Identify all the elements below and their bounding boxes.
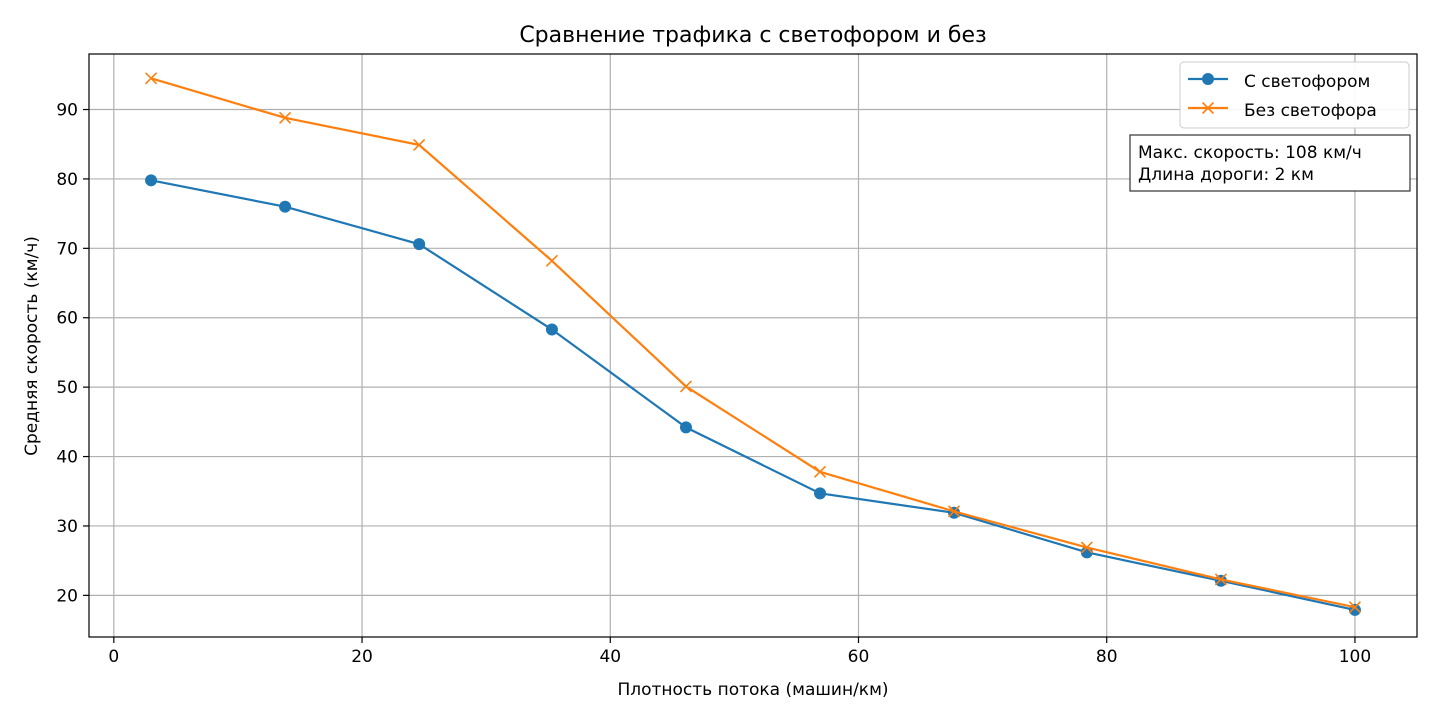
info-annotation: Макс. скорость: 108 км/ч Длина дороги: 2… <box>1129 134 1411 192</box>
series-1-point <box>545 323 558 336</box>
legend-marker-series-2 <box>1201 101 1215 115</box>
y-axis: 20 30 40 50 60 70 80 90 <box>56 101 89 606</box>
y-tick-label: 80 <box>56 170 78 190</box>
y-tick-label: 60 <box>56 309 78 329</box>
series-2-point <box>813 465 827 478</box>
y-axis-label: Средняя скорость (км/ч) <box>22 236 42 456</box>
series-2-point <box>1214 573 1227 586</box>
legend-label-series-1: С светофором <box>1244 72 1370 92</box>
x-tick-label: 60 <box>848 647 870 667</box>
series-2-point <box>679 380 693 393</box>
y-tick-label: 20 <box>56 586 78 606</box>
series-2-point <box>1080 541 1093 554</box>
x-axis: 0 20 40 60 80 100 <box>108 637 1371 667</box>
x-tick-label: 100 <box>1339 647 1371 667</box>
y-tick-label: 50 <box>56 378 78 398</box>
plot-area-frame <box>88 53 1418 638</box>
grid-lines <box>89 54 1417 637</box>
legend-box <box>1179 61 1410 129</box>
series-line-2 <box>150 77 1356 609</box>
series-1-point <box>413 238 426 251</box>
legend-marker-series-1 <box>1202 73 1214 85</box>
x-tick-label: 0 <box>108 647 119 667</box>
series-1-point <box>814 487 827 500</box>
series-line-1 <box>150 179 1356 612</box>
x-axis-label: Плотность потока (машин/км) <box>617 680 888 700</box>
series-2-point <box>545 254 559 267</box>
legend-label-series-2: Без светофора <box>1244 101 1377 121</box>
y-tick-label: 40 <box>56 448 78 468</box>
y-tick-label: 70 <box>56 239 78 259</box>
info-annotation-line-2: Длина дороги: 2 км <box>1138 165 1314 185</box>
series-1-point <box>145 174 158 187</box>
series-layer <box>144 72 1362 616</box>
y-tick-label: 90 <box>56 101 78 121</box>
x-tick-label: 20 <box>351 647 373 667</box>
legend: С светофором Без светофора <box>1179 61 1410 129</box>
y-tick-label: 30 <box>56 517 78 537</box>
series-2-point <box>947 505 961 518</box>
series-1-point <box>1080 546 1093 559</box>
info-annotation-box <box>1129 134 1411 192</box>
x-tick-label: 40 <box>599 647 621 667</box>
series-2-point <box>413 138 426 151</box>
series-2-point <box>1348 601 1362 614</box>
series-1-point <box>279 200 292 213</box>
chart-title: Сравнение трафика с светофором и без <box>519 23 986 48</box>
series-2-point <box>279 111 292 124</box>
series-2-point <box>144 72 158 85</box>
series-1-point <box>679 421 692 434</box>
x-tick-label: 80 <box>1096 647 1118 667</box>
info-annotation-line-1: Макс. скорость: 108 км/ч <box>1138 143 1362 163</box>
